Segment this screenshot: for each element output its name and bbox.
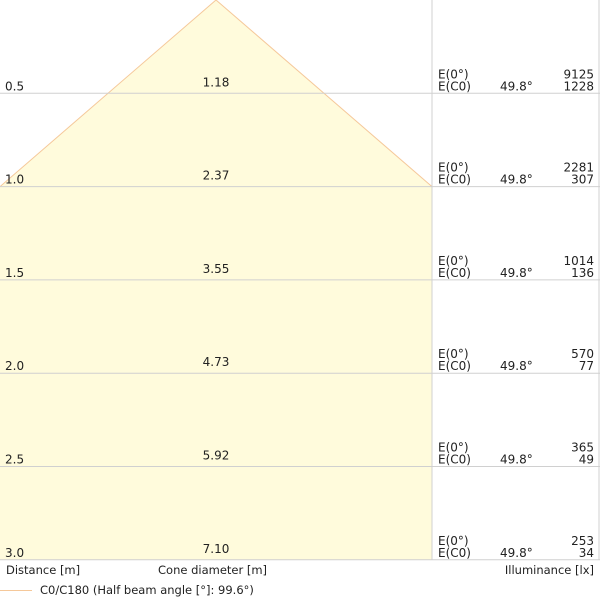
ec0-label: E(C0) (438, 79, 471, 93)
ec0-label: E(C0) (438, 173, 471, 187)
distance-label: 2.5 (5, 453, 24, 467)
legend: C0/C180 (Half beam angle [°]: 99.6°) (0, 583, 254, 597)
ec0-label: E(C0) (438, 359, 471, 373)
cone-diameter-label: 1.18 (203, 75, 230, 89)
ec0-value: 136 (571, 266, 594, 280)
distance-label: 1.5 (5, 266, 24, 280)
ec0-label: E(C0) (438, 453, 471, 467)
e0-value: 1014 (563, 254, 594, 268)
distance-axis-label: Distance [m] (6, 563, 81, 577)
cone-diameter-label: 4.73 (203, 355, 230, 369)
ec0-label: E(C0) (438, 546, 471, 560)
cone-diameter-label: 7.10 (203, 542, 230, 556)
ec0-value: 49 (579, 453, 594, 467)
e0-label: E(0°) (438, 254, 469, 268)
cone-diameter-label: 5.92 (203, 449, 230, 463)
ec0-value: 77 (579, 359, 594, 373)
e0-label: E(0°) (438, 534, 469, 548)
distance-label: 1.0 (5, 173, 24, 187)
legend-line-swatch (0, 590, 32, 591)
ec0-value: 307 (571, 173, 594, 187)
half-beam-angle-label: 49.8° (500, 546, 533, 560)
cone-diameter-label: 3.55 (203, 262, 230, 276)
half-beam-angle-label: 49.8° (500, 453, 533, 467)
distance-label: 3.0 (5, 546, 24, 560)
half-beam-angle-label: 49.8° (500, 266, 533, 280)
legend-label: C0/C180 (Half beam angle [°]: 99.6°) (40, 583, 254, 597)
distance-label: 2.0 (5, 359, 24, 373)
e0-label: E(0°) (438, 67, 469, 81)
e0-value: 570 (571, 347, 594, 361)
half-beam-angle-label: 49.8° (500, 173, 533, 187)
ec0-value: 1228 (563, 79, 594, 93)
illuminance-axis-label: Illuminance [lx] (504, 563, 594, 577)
e0-label: E(0°) (438, 441, 469, 455)
cone-diameter-axis-label: Cone diameter [m] (158, 563, 268, 577)
distance-label: 0.5 (5, 79, 24, 93)
e0-value: 9125 (563, 67, 594, 81)
e0-value: 2281 (563, 161, 594, 175)
ec0-label: E(C0) (438, 266, 471, 280)
cone-diameter-label: 2.37 (203, 169, 230, 183)
e0-label: E(0°) (438, 161, 469, 175)
e0-value: 365 (571, 441, 594, 455)
e0-label: E(0°) (438, 347, 469, 361)
half-beam-angle-label: 49.8° (500, 79, 533, 93)
e0-value: 253 (571, 534, 594, 548)
half-beam-angle-label: 49.8° (500, 359, 533, 373)
ec0-value: 34 (579, 546, 594, 560)
